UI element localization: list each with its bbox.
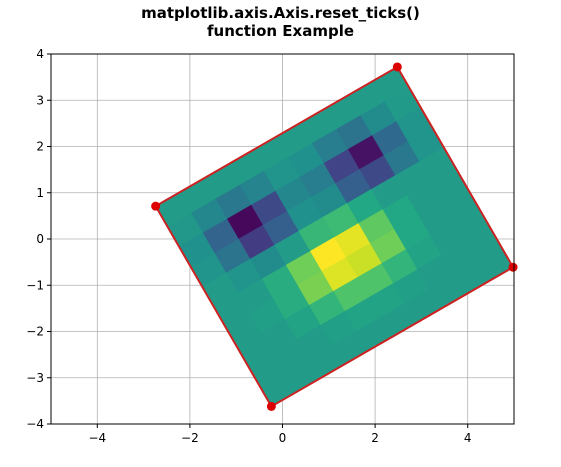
x-tick-label: −2 [181, 431, 199, 445]
x-tick-label: 4 [464, 431, 472, 445]
y-tick-label: −1 [26, 278, 44, 292]
y-tick-label: 3 [36, 93, 44, 107]
y-tick-label: −2 [26, 325, 44, 339]
y-tick-label: 2 [36, 140, 44, 154]
chart-title-line-2: function Example [206, 22, 355, 40]
y-tick-label: −4 [26, 417, 44, 431]
y-tick-label: 1 [36, 186, 44, 200]
x-tick-label: −4 [88, 431, 106, 445]
corner-marker [392, 62, 402, 72]
y-tick-label: −3 [26, 371, 44, 385]
y-tick-label: 0 [36, 232, 44, 246]
chart-title: matplotlib.axis.Axis.reset_ticks() funct… [0, 4, 561, 40]
axis-ticks: −4 −2 0 2 4 −4 −3 −2 −1 0 1 2 3 4 [26, 47, 471, 445]
x-tick-label: 0 [279, 431, 287, 445]
corner-marker [266, 401, 276, 411]
image-outline [151, 62, 518, 411]
corner-marker [508, 262, 518, 272]
corner-marker [151, 201, 161, 211]
chart-title-line-1: matplotlib.axis.Axis.reset_ticks() [141, 4, 420, 22]
y-tick-label: 4 [36, 47, 44, 61]
x-tick-label: 2 [371, 431, 379, 445]
rotated-image [155, 66, 514, 407]
